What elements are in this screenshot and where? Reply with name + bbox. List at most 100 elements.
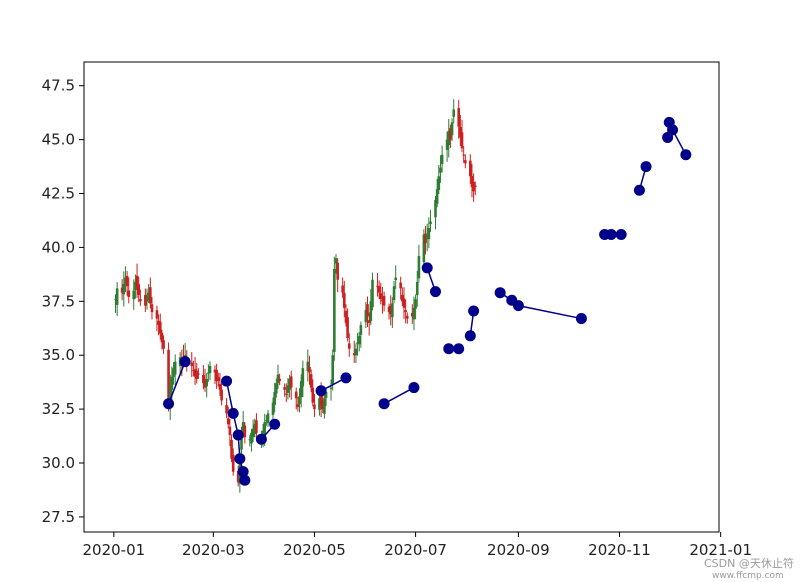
candle-body: [273, 391, 276, 405]
candle-body: [294, 391, 298, 399]
candle-body: [240, 430, 243, 450]
x-axis: 2020-01 2020-03 2020-05 2020-07 2020-09 2020-…: [82, 532, 752, 559]
signal-marker: [453, 343, 465, 355]
candle-body: [158, 321, 162, 334]
signal-marker: [494, 287, 506, 299]
watermark-subtext: www.ffcmp.com: [712, 571, 784, 581]
candle-body: [415, 281, 419, 296]
candle-body: [213, 369, 217, 373]
candle-body: [427, 228, 431, 240]
candle-body: [283, 387, 286, 390]
candle-body: [149, 287, 152, 304]
signal-marker: [633, 184, 645, 196]
candle-body: [202, 374, 205, 384]
candle-body: [114, 299, 117, 301]
candle-body: [459, 126, 462, 138]
candle-body: [241, 422, 245, 431]
candle-body: [469, 160, 472, 177]
y-tick-label: 45.0: [42, 131, 75, 149]
candle-body: [323, 398, 326, 414]
candle-body: [183, 355, 187, 357]
candle-body: [145, 299, 149, 302]
candle-body: [155, 310, 159, 319]
candle-body: [236, 470, 240, 483]
candle-body: [387, 306, 391, 313]
candle-body: [205, 378, 208, 387]
candle-body: [449, 128, 452, 140]
candle-body: [144, 294, 147, 306]
candle-body: [127, 290, 131, 297]
y-tick-label: 27.5: [42, 508, 75, 526]
signal-line: [383, 386, 415, 405]
signal-marker: [163, 398, 175, 410]
candle-body: [266, 413, 270, 424]
x-tick-label: 2021-01: [689, 541, 752, 559]
signal-marker: [378, 398, 390, 410]
candle-body: [313, 404, 316, 410]
candle-body: [207, 372, 210, 374]
candle-body: [193, 369, 197, 377]
candle-body: [473, 185, 477, 188]
y-tick-label: 47.5: [42, 77, 75, 95]
candle-body: [352, 353, 356, 356]
candle-body: [425, 234, 429, 240]
candle-body: [230, 439, 233, 459]
candle-body: [318, 398, 321, 410]
signal-marker: [232, 429, 244, 441]
candle-body: [391, 303, 394, 318]
candle-body: [414, 299, 417, 309]
candle-body: [364, 309, 368, 323]
candle-body: [369, 301, 373, 322]
candle-body: [434, 199, 437, 218]
candle-body: [445, 139, 449, 150]
y-tick-label: 30.0: [42, 454, 75, 472]
signal-markers: [163, 116, 692, 486]
candle-body: [356, 342, 359, 344]
candle-body: [429, 221, 432, 225]
candle-body: [120, 287, 124, 293]
x-tick-label: 2020-09: [487, 541, 550, 559]
candle-body: [344, 310, 348, 323]
y-tick-label: 37.5: [42, 292, 75, 310]
candle-body: [329, 387, 333, 389]
signal-marker: [237, 466, 249, 478]
x-tick-label: 2020-11: [588, 541, 651, 559]
candle-body: [306, 361, 310, 372]
candle-body: [125, 275, 129, 287]
candle-body: [278, 378, 281, 382]
candle-body: [250, 432, 253, 444]
candle-body: [226, 418, 230, 425]
candle-body: [376, 285, 379, 287]
candle-body: [208, 365, 212, 374]
candle-body: [331, 355, 334, 384]
candle-body: [452, 109, 456, 117]
signal-marker: [615, 228, 627, 240]
candle-body: [392, 286, 396, 301]
candle-body: [276, 374, 280, 384]
candle-body: [288, 378, 291, 390]
signal-marker: [640, 161, 652, 173]
signal-marker: [421, 262, 433, 274]
candle-body: [334, 258, 338, 264]
signal-marker: [179, 356, 191, 368]
y-axis: 27.5 30.0 32.5 35.0 37.5 40.0 42.5 45.0 47.5: [42, 77, 84, 526]
candle-body: [309, 374, 313, 388]
x-tick-label: 2020-03: [182, 541, 245, 559]
signal-marker: [269, 418, 281, 430]
candle-body: [321, 400, 325, 410]
x-tick-label: 2020-07: [384, 541, 447, 559]
signal-marker: [667, 124, 679, 136]
candle-body: [122, 284, 126, 295]
y-tick-label: 32.5: [42, 400, 75, 418]
candle-body: [124, 277, 127, 285]
candle-body: [343, 292, 346, 308]
watermark-text: CSDN @天休止符: [704, 557, 794, 570]
candle-body: [192, 369, 195, 371]
candle-body: [379, 293, 383, 300]
candle-body: [371, 279, 374, 308]
signal-marker: [429, 286, 441, 298]
candle-body: [470, 175, 474, 188]
candle-body: [336, 262, 339, 280]
